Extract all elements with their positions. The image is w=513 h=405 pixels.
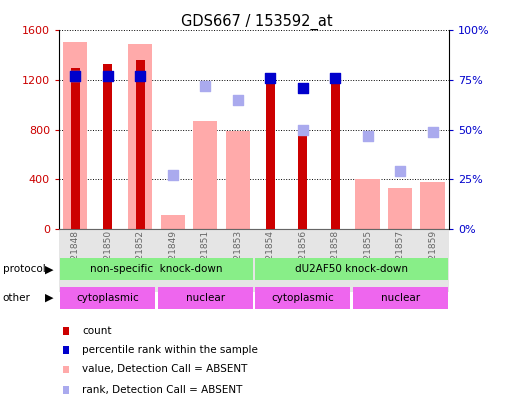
Text: ▶: ▶	[45, 264, 54, 274]
Text: dU2AF50 knock-down: dU2AF50 knock-down	[295, 264, 408, 274]
Bar	[353, 287, 447, 309]
Text: value, Detection Call = ABSENT: value, Detection Call = ABSENT	[83, 364, 248, 375]
Bar	[330, 77, 340, 229]
Point	[331, 75, 339, 81]
Point	[104, 73, 112, 79]
Point	[169, 172, 177, 179]
Bar	[189, 229, 222, 292]
Bar	[128, 44, 152, 229]
Bar	[59, 229, 91, 292]
Text: non-specific  knock-down: non-specific knock-down	[90, 264, 223, 274]
Text: rank, Detection Call = ABSENT: rank, Detection Call = ABSENT	[83, 385, 243, 395]
Bar	[124, 229, 156, 292]
Bar	[319, 229, 351, 292]
Bar	[254, 229, 286, 292]
Text: nuclear: nuclear	[186, 293, 225, 303]
Bar	[63, 386, 69, 394]
Point	[299, 126, 307, 133]
Bar	[298, 127, 307, 229]
Bar	[91, 229, 124, 292]
Point	[428, 128, 437, 135]
Bar	[351, 229, 384, 292]
Bar	[63, 327, 69, 335]
Bar	[384, 229, 417, 292]
Bar	[71, 68, 80, 229]
Bar	[286, 229, 319, 292]
Bar	[193, 121, 218, 229]
Bar	[161, 215, 185, 229]
Bar	[63, 346, 69, 354]
Bar	[266, 76, 275, 229]
Point	[233, 96, 242, 103]
Point	[71, 73, 80, 79]
Text: nuclear: nuclear	[381, 293, 420, 303]
Point	[71, 73, 80, 79]
Bar	[135, 60, 145, 229]
Bar	[156, 229, 189, 292]
Bar	[222, 229, 254, 292]
Bar	[417, 229, 449, 292]
Bar	[255, 287, 350, 309]
Bar	[63, 366, 69, 373]
Bar	[158, 287, 252, 309]
Point	[396, 168, 404, 175]
Bar	[103, 64, 112, 229]
Text: GDS667 / 153592_at: GDS667 / 153592_at	[181, 14, 332, 30]
Bar	[61, 287, 155, 309]
Point	[266, 75, 274, 81]
Bar	[226, 131, 250, 229]
Bar	[61, 258, 252, 280]
Text: other: other	[3, 293, 30, 303]
Text: cytoplasmic: cytoplasmic	[271, 293, 334, 303]
Bar	[255, 258, 447, 280]
Text: protocol: protocol	[3, 264, 45, 274]
Bar	[388, 188, 412, 229]
Bar	[421, 182, 445, 229]
Point	[201, 83, 209, 89]
Text: percentile rank within the sample: percentile rank within the sample	[83, 345, 258, 355]
Bar	[63, 42, 87, 229]
Bar	[356, 179, 380, 229]
Text: count: count	[83, 326, 112, 336]
Point	[299, 85, 307, 91]
Text: ▶: ▶	[45, 293, 54, 303]
Text: cytoplasmic: cytoplasmic	[76, 293, 139, 303]
Point	[364, 132, 372, 139]
Point	[136, 73, 144, 79]
